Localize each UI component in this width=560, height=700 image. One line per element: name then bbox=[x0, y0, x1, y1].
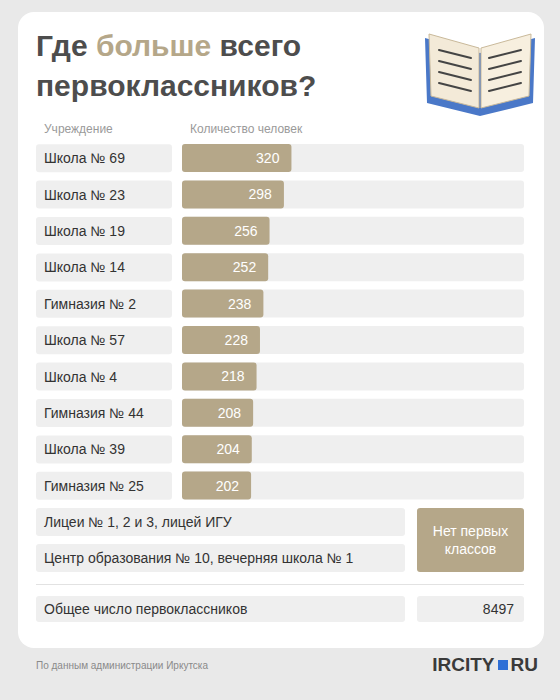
html-text:Количество человек: Количество человек bbox=[190, 122, 303, 136]
svg-text:238: 238 bbox=[228, 296, 252, 312]
svg-text:Гимназия № 2: Гимназия № 2 bbox=[44, 296, 136, 312]
svg-text:Школа № 39: Школа № 39 bbox=[44, 441, 125, 457]
html-text:8497: 8497 bbox=[482, 601, 514, 617]
svg-text:Школа № 19: Школа № 19 bbox=[44, 223, 125, 239]
html-text:Общее число первоклассников: Общее число первоклассников bbox=[44, 601, 248, 617]
html-text:Учреждение: Учреждение bbox=[44, 122, 113, 136]
html-text:IRCITY: IRCITY bbox=[432, 654, 495, 675]
svg-text:228: 228 bbox=[225, 332, 249, 348]
html-text:По данным администрации Иркутс: По данным администрации Иркутска bbox=[36, 660, 208, 671]
html-text:первоклассников?: первоклассников? bbox=[36, 69, 317, 102]
svg-text:Школа № 69: Школа № 69 bbox=[44, 150, 125, 166]
svg-text:298: 298 bbox=[249, 186, 273, 202]
svg-text:208: 208 bbox=[218, 405, 242, 421]
html-text:Лицеи № 1, 2 и 3, лицей ИГУ: Лицеи № 1, 2 и 3, лицей ИГУ bbox=[44, 514, 232, 530]
svg-text:204: 204 bbox=[216, 441, 240, 457]
svg-text:Школа № 14: Школа № 14 bbox=[44, 259, 125, 275]
svg-text:218: 218 bbox=[221, 368, 245, 384]
svg-text:Школа № 4: Школа № 4 bbox=[44, 369, 117, 385]
html-text:Центр образования № 10, вечерн: Центр образования № 10, вечерняя школа №… bbox=[44, 550, 354, 566]
svg-text:256: 256 bbox=[234, 223, 258, 239]
html-text:RU: RU bbox=[510, 654, 538, 675]
svg-text:252: 252 bbox=[233, 259, 257, 275]
svg-text:202: 202 bbox=[216, 478, 240, 494]
svg-text:Школа № 57: Школа № 57 bbox=[44, 332, 125, 348]
svg-text:Школа № 23: Школа № 23 bbox=[44, 187, 125, 203]
svg-text:Гимназия № 25: Гимназия № 25 bbox=[44, 478, 144, 494]
html-text:Нет первых классов: Нет первых классов bbox=[432, 523, 509, 557]
html-text:Где больше всего: Где больше всего bbox=[36, 29, 302, 62]
svg-text:320: 320 bbox=[256, 150, 280, 166]
svg-text:Гимназия № 44: Гимназия № 44 bbox=[44, 405, 144, 421]
